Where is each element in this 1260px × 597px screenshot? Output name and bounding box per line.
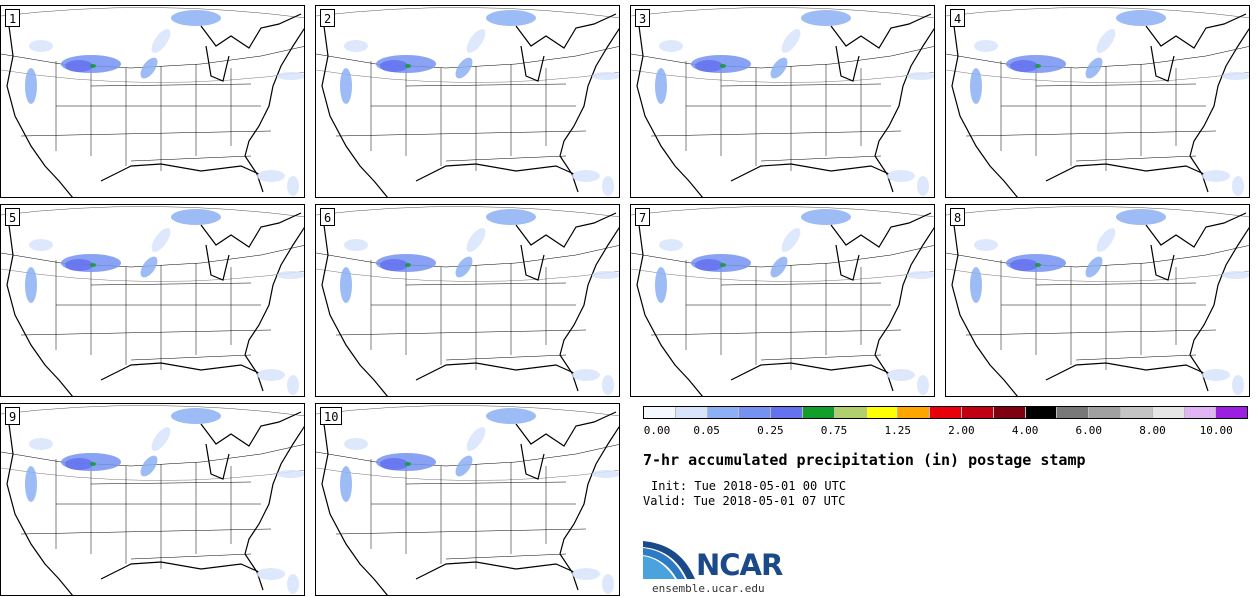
precip-map xyxy=(946,7,1249,197)
colorbar-segment xyxy=(898,407,931,418)
member-label: 3 xyxy=(635,9,651,27)
colorbar-segment xyxy=(1216,407,1248,418)
colorbar-tick-label: 10.00 xyxy=(1199,424,1233,437)
colorbar-tick-label: 0.75 xyxy=(820,424,848,437)
map-panel-4: 4 xyxy=(945,5,1250,198)
map-panel-8: 8 xyxy=(945,204,1250,397)
colorbar-segment xyxy=(707,407,740,418)
colorbar-segment xyxy=(1152,407,1185,418)
member-label: 8 xyxy=(950,208,966,226)
member-label: 2 xyxy=(320,9,336,27)
map-panel-9: 9 xyxy=(0,403,305,596)
colorbar-tick-label: 6.00 xyxy=(1075,424,1103,437)
precip-map xyxy=(316,206,619,396)
colorbar-tick-label: 4.00 xyxy=(1011,424,1039,437)
precip-map xyxy=(316,405,619,595)
map-panel-2: 2 xyxy=(315,5,620,198)
member-label: 10 xyxy=(320,407,343,425)
colorbar-segment xyxy=(993,407,1026,418)
colorbar-tick-label: 0.00 xyxy=(643,424,671,437)
precip-map xyxy=(1,206,304,396)
colorbar-segment xyxy=(644,407,676,418)
colorbar-tick-label: 0.25 xyxy=(757,424,784,437)
member-label: 4 xyxy=(950,9,966,27)
site-url: ensemble.ucar.edu xyxy=(652,582,765,595)
ncar-logo-text: NCAR xyxy=(696,548,783,582)
map-panel-6: 6 xyxy=(315,204,620,397)
colorbar-segment xyxy=(834,407,867,418)
chart-title: 7-hr accumulated precipitation (in) post… xyxy=(643,451,1086,469)
precip-map xyxy=(631,7,934,197)
member-label: 9 xyxy=(5,407,21,425)
precip-map xyxy=(631,206,934,396)
colorbar-segment xyxy=(1057,407,1090,418)
member-label: 7 xyxy=(635,208,651,226)
colorbar-segment xyxy=(739,407,772,418)
colorbar-segment xyxy=(930,407,962,418)
precip-map xyxy=(1,405,304,595)
map-panel-7: 7 xyxy=(630,204,935,397)
colorbar-segment xyxy=(961,407,994,418)
colorbar-segment xyxy=(1025,407,1058,418)
colorbar-segment xyxy=(771,407,803,418)
map-panel-5: 5 xyxy=(0,204,305,397)
colorbar-segment xyxy=(1120,407,1153,418)
map-panel-3: 3 xyxy=(630,5,935,198)
precip-map xyxy=(946,206,1249,396)
colorbar-tick-label: 2.00 xyxy=(948,424,975,437)
colorbar-segment xyxy=(675,407,708,418)
precip-map xyxy=(316,7,619,197)
colorbar-tick-labels: 0.00 0.05 0.25 0.75 1.25 2.00 4.00 6.00 8.00 10.0… xyxy=(630,424,1260,438)
map-panel-1: 1 xyxy=(0,5,305,198)
ncar-logo-icon xyxy=(643,541,695,579)
colorbar-tick-label: 0.05 xyxy=(693,424,720,437)
colorbar-segment xyxy=(1184,407,1217,418)
colorbar-tick-label: 8.00 xyxy=(1139,424,1166,437)
precip-colorbar xyxy=(643,406,1248,419)
member-label: 1 xyxy=(5,9,21,27)
colorbar-tick-label: 1.25 xyxy=(884,424,911,437)
precip-map xyxy=(1,7,304,197)
valid-time: Valid: Tue 2018-05-01 07 UTC xyxy=(643,494,846,508)
init-time: Init: Tue 2018-05-01 00 UTC xyxy=(651,479,847,493)
colorbar-segment xyxy=(802,407,835,418)
member-label: 5 xyxy=(5,208,21,226)
map-panel-10: 10 xyxy=(315,403,620,596)
member-label: 6 xyxy=(320,208,336,226)
colorbar-segment xyxy=(1089,407,1121,418)
colorbar-segment xyxy=(866,407,899,418)
